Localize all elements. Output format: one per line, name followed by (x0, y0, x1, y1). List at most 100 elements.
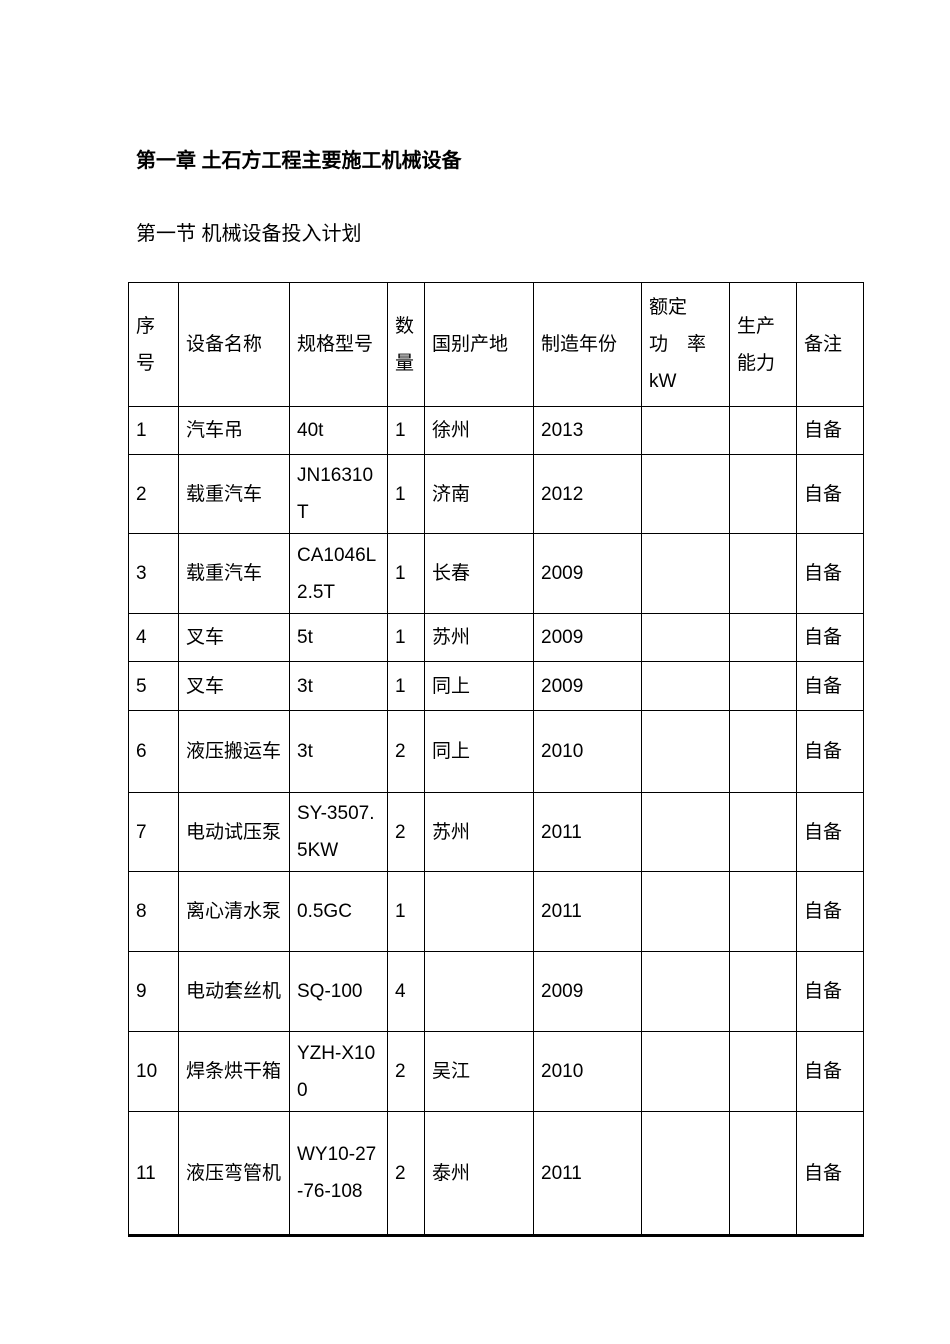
cell-capacity (729, 1111, 797, 1237)
cell-capacity (729, 710, 797, 793)
cell-qty: 2 (387, 792, 425, 872)
cell-note: 自备 (796, 710, 864, 793)
cell-qty: 1 (387, 406, 425, 455)
header-cell-origin: 国别产地 (424, 282, 534, 407)
cell-origin: 吴江 (424, 1031, 534, 1112)
cell-name: 载重汽车 (178, 533, 290, 614)
cell-capacity (729, 792, 797, 872)
cell-index: 10 (128, 1031, 179, 1112)
cell-year: 2011 (533, 871, 642, 952)
cell-power (641, 406, 730, 455)
cell-name: 载重汽车 (178, 454, 290, 534)
cell-qty: 1 (387, 533, 425, 614)
table-row: 6 液压搬运车 3t 2 同上 2010 自备 (128, 710, 864, 793)
cell-year: 2012 (533, 454, 642, 534)
table-row: 3 载重汽车 CA1046L2.5T 1 长春 2009 自备 (128, 533, 864, 614)
cell-year: 2010 (533, 1031, 642, 1112)
table-row: 9 电动套丝机 SQ-100 4 2009 自备 (128, 951, 864, 1032)
cell-note: 自备 (796, 406, 864, 455)
cell-index: 9 (128, 951, 179, 1032)
cell-model: CA1046L2.5T (289, 533, 388, 614)
cell-index: 4 (128, 613, 179, 662)
section-title: 第一节 机械设备投入计划 (136, 223, 362, 245)
table-row: 5 叉车 3t 1 同上 2009 自备 (128, 661, 864, 711)
cell-index: 8 (128, 871, 179, 952)
cell-name: 叉车 (178, 613, 290, 662)
cell-origin: 长春 (424, 533, 534, 614)
cell-note: 自备 (796, 1031, 864, 1112)
table-row: 4 叉车 5t 1 苏州 2009 自备 (128, 613, 864, 662)
chapter-title: 第一章 土石方工程主要施工机械设备 (136, 150, 462, 172)
header-cell-note: 备注 (796, 282, 864, 407)
cell-note: 自备 (796, 613, 864, 662)
cell-year: 2013 (533, 406, 642, 455)
cell-capacity (729, 661, 797, 711)
cell-note: 自备 (796, 661, 864, 711)
cell-qty: 2 (387, 710, 425, 793)
cell-capacity (729, 533, 797, 614)
table-row: 7 电动试压泵 SY-3507.5KW 2 苏州 2011 自备 (128, 792, 864, 872)
cell-power (641, 951, 730, 1032)
cell-name: 液压搬运车 (178, 710, 290, 793)
cell-index: 7 (128, 792, 179, 872)
header-cell-year: 制造年份 (533, 282, 642, 407)
cell-origin: 泰州 (424, 1111, 534, 1237)
cell-note: 自备 (796, 951, 864, 1032)
cell-power (641, 454, 730, 534)
header-cell-index: 序号 (128, 282, 179, 407)
cell-origin: 苏州 (424, 613, 534, 662)
cell-year: 2010 (533, 710, 642, 793)
cell-index: 3 (128, 533, 179, 614)
cell-power (641, 533, 730, 614)
cell-qty: 2 (387, 1031, 425, 1112)
cell-year: 2009 (533, 613, 642, 662)
cell-name: 离心清水泵 (178, 871, 290, 952)
cell-qty: 2 (387, 1111, 425, 1237)
header-cell-power: 额定 功 率 kW (641, 282, 730, 407)
table-row: 8 离心清水泵 0.5GC 1 2011 自备 (128, 871, 864, 952)
cell-year: 2009 (533, 533, 642, 614)
cell-year: 2011 (533, 792, 642, 872)
cell-name: 电动套丝机 (178, 951, 290, 1032)
table-row: 10 焊条烘干箱 YZH-X100 2 吴江 2010 自备 (128, 1031, 864, 1112)
cell-note: 自备 (796, 533, 864, 614)
cell-model: WY10-27-76-108 (289, 1111, 388, 1237)
cell-model: 0.5GC (289, 871, 388, 952)
cell-capacity (729, 871, 797, 952)
cell-origin: 徐州 (424, 406, 534, 455)
header-cell-capacity: 生产能力 (729, 282, 797, 407)
cell-model: YZH-X100 (289, 1031, 388, 1112)
cell-qty: 1 (387, 613, 425, 662)
cell-capacity (729, 613, 797, 662)
cell-model: SY-3507.5KW (289, 792, 388, 872)
cell-qty: 1 (387, 661, 425, 711)
cell-name: 叉车 (178, 661, 290, 711)
cell-model: 40t (289, 406, 388, 455)
cell-qty: 1 (387, 454, 425, 534)
cell-note: 自备 (796, 454, 864, 534)
cell-power (641, 613, 730, 662)
cell-name: 液压弯管机 (178, 1111, 290, 1237)
cell-origin (424, 871, 534, 952)
cell-origin: 同上 (424, 661, 534, 711)
cell-note: 自备 (796, 871, 864, 952)
cell-qty: 1 (387, 871, 425, 952)
cell-origin: 苏州 (424, 792, 534, 872)
table-row: 11 液压弯管机 WY10-27-76-108 2 泰州 2011 自备 (128, 1111, 864, 1237)
cell-model: 3t (289, 661, 388, 711)
cell-capacity (729, 951, 797, 1032)
cell-name: 焊条烘干箱 (178, 1031, 290, 1112)
cell-capacity (729, 406, 797, 455)
cell-index: 11 (128, 1111, 179, 1237)
header-cell-qty: 数量 (387, 282, 425, 407)
cell-power (641, 710, 730, 793)
cell-index: 6 (128, 710, 179, 793)
cell-model: JN16310T (289, 454, 388, 534)
header-cell-name: 设备名称 (178, 282, 290, 407)
cell-name: 汽车吊 (178, 406, 290, 455)
cell-name: 电动试压泵 (178, 792, 290, 872)
table-row: 2 载重汽车 JN16310T 1 济南 2012 自备 (128, 454, 864, 534)
cell-power (641, 661, 730, 711)
cell-model: 5t (289, 613, 388, 662)
